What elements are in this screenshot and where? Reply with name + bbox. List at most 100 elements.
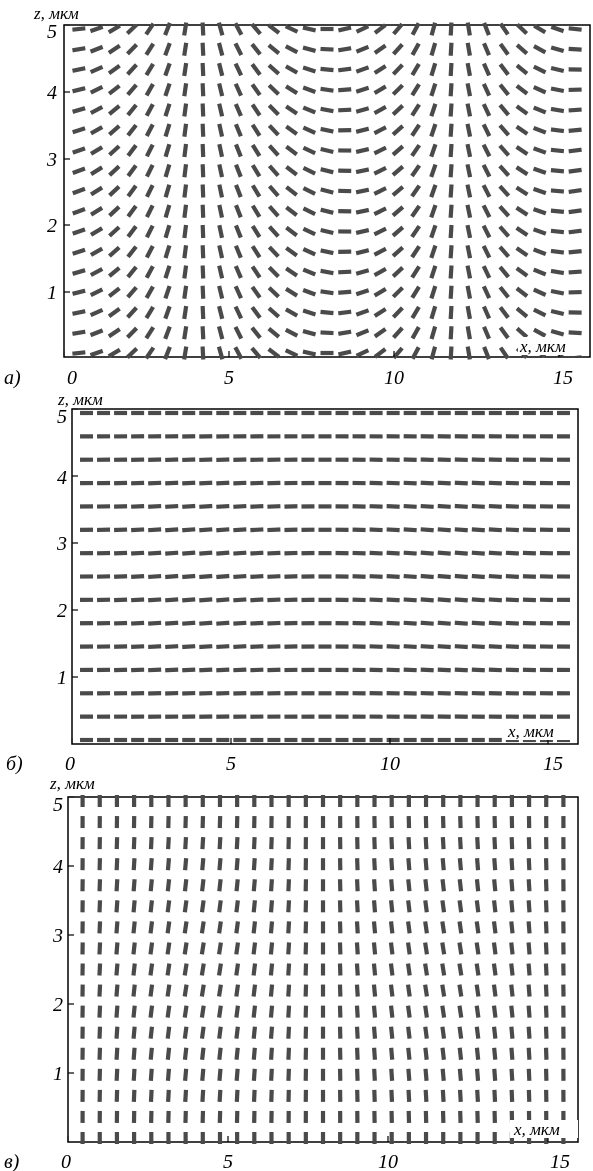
director-dash (465, 325, 472, 340)
director-dash (182, 143, 189, 158)
director-dash (437, 503, 451, 509)
director-dash (391, 63, 404, 76)
director-dash (89, 348, 104, 358)
director-dash (251, 900, 258, 913)
director-dash (165, 1047, 172, 1060)
director-dash (429, 305, 438, 320)
director-dash (72, 126, 86, 135)
director-dash (429, 42, 438, 57)
director-dash (126, 204, 138, 218)
director-dash (337, 25, 352, 33)
director-dash (369, 620, 383, 626)
director-dash (391, 104, 405, 116)
director-dash (286, 921, 292, 934)
director-dash (217, 123, 225, 138)
director-dash (355, 207, 370, 215)
director-dash (474, 900, 481, 913)
director-dash (148, 597, 162, 603)
director-dash (457, 1005, 464, 1018)
director-dash (216, 527, 230, 533)
director-dash (320, 248, 334, 256)
director-dash (355, 147, 370, 154)
director-dash (429, 62, 438, 77)
director-dash (148, 644, 162, 650)
director-dash (267, 124, 280, 137)
director-dash (410, 326, 421, 340)
director-dash (182, 62, 189, 77)
director-dash (131, 879, 137, 892)
director-dash (532, 146, 547, 155)
director-dash (251, 942, 258, 955)
director-dash (568, 26, 582, 32)
director-dash (406, 1068, 412, 1081)
director-dash (165, 573, 179, 580)
director-dash (144, 204, 155, 219)
director-dash (250, 42, 262, 56)
director-dash (498, 22, 510, 36)
director-dash (410, 224, 422, 239)
director-dash (163, 346, 172, 360)
director-dash (457, 900, 464, 913)
director-dash (526, 858, 532, 871)
director-dash (391, 205, 405, 218)
director-dash (182, 1047, 189, 1060)
director-dash (465, 305, 473, 320)
director-dash (163, 265, 172, 279)
director-dash (532, 64, 547, 75)
director-dash (403, 550, 417, 556)
director-dash (148, 900, 155, 913)
director-dash (250, 123, 262, 137)
director-dash (234, 1089, 240, 1102)
director-dash (89, 328, 104, 338)
panel-c: 0 5 10 15 1 2 3 4 5 z, мкм x, мкм в) (4, 774, 579, 1171)
director-dash (125, 347, 139, 359)
director-dash (505, 504, 519, 509)
director-dash (498, 42, 510, 56)
director-dash (515, 226, 529, 237)
director-dash (114, 963, 120, 976)
director-dash (268, 1005, 275, 1018)
director-dash (498, 306, 510, 319)
director-dash (163, 123, 172, 138)
director-dash (163, 163, 172, 178)
director-dash (498, 346, 510, 360)
director-dash (166, 1089, 171, 1102)
director-dash (267, 347, 281, 359)
director-dash (429, 244, 438, 259)
director-dash (391, 326, 404, 339)
director-dash (371, 1005, 378, 1018)
director-dash (410, 83, 421, 97)
director-dash (373, 246, 387, 257)
director-dash (509, 900, 515, 913)
director-dash (481, 143, 492, 158)
director-dash (354, 1047, 360, 1060)
director-dash (532, 85, 547, 95)
director-dash (465, 244, 473, 259)
director-dash (391, 43, 404, 56)
director-dash (234, 163, 243, 178)
panel-a-z-axis-label: z, мкм (33, 4, 79, 23)
director-dash (251, 1068, 257, 1081)
director-dash (107, 327, 121, 339)
director-dash (471, 550, 485, 556)
director-dash (165, 921, 172, 934)
director-dash (267, 43, 281, 56)
director-dash (250, 480, 264, 486)
director-dash (286, 1005, 292, 1018)
director-dash (320, 167, 334, 175)
director-dash (108, 185, 121, 197)
director-dash (267, 574, 281, 579)
director-dash (97, 963, 103, 976)
director-dash (337, 349, 352, 357)
director-dash (410, 184, 422, 198)
director-dash (354, 1026, 360, 1039)
director-dash (373, 266, 387, 278)
director-dash (448, 42, 454, 56)
director-dash (131, 942, 137, 955)
director-dash (114, 550, 128, 556)
director-dash (371, 963, 378, 976)
director-dash (320, 66, 334, 73)
director-dash (465, 184, 473, 198)
director-dash (72, 350, 86, 356)
director-dash (89, 125, 104, 136)
